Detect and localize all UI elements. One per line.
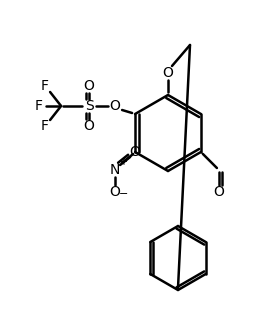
Text: O: O [214,185,224,199]
Text: +: + [119,157,127,167]
Text: O: O [84,119,94,133]
Text: O: O [110,99,121,113]
Text: F: F [41,119,49,133]
Text: O: O [163,66,173,80]
Text: N: N [110,163,120,177]
Text: O: O [84,79,94,93]
Text: O: O [110,185,121,199]
Text: F: F [41,79,49,93]
Text: O: O [130,145,141,159]
Text: −: − [119,189,128,199]
Text: S: S [85,99,93,113]
Text: F: F [35,99,43,113]
